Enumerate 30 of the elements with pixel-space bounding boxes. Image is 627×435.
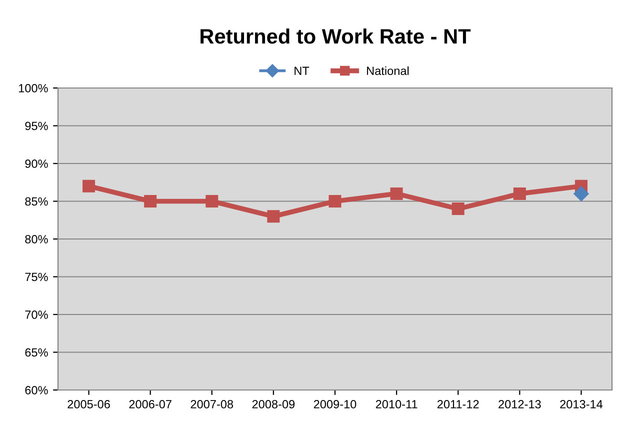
y-tick-label: 70% <box>25 310 48 319</box>
y-tick-label: 80% <box>25 235 48 244</box>
x-tick-label: 2008-09 <box>252 400 295 408</box>
chart-title: Returned to Work Rate - NT <box>200 28 471 44</box>
point <box>206 195 218 208</box>
x-tick-label: 2011-12 <box>437 400 479 408</box>
x-tick-label: 2006-07 <box>129 400 172 408</box>
y-tick-label: 65% <box>25 348 48 357</box>
point <box>390 187 403 200</box>
y-tick-label: 95% <box>25 122 48 130</box>
y-tick-label: 75% <box>25 272 48 282</box>
y-tick-label: 85% <box>25 197 48 206</box>
y-tick-label: 90% <box>25 160 48 168</box>
x-tick-label: 2009-10 <box>314 400 356 408</box>
y-tick-label: 60% <box>25 386 48 394</box>
point <box>82 180 96 192</box>
point <box>328 195 342 208</box>
point <box>452 202 464 216</box>
point <box>513 187 526 200</box>
point <box>574 186 589 202</box>
x-tick-label: 2013-14 <box>560 400 603 408</box>
point <box>267 210 280 223</box>
legend-label: NT <box>294 66 310 75</box>
legend-label: National <box>367 66 409 76</box>
x-tick-label: 2007-08 <box>190 400 234 408</box>
x-tick-label: 2012-13 <box>498 400 541 408</box>
y-tick-label: 100% <box>18 84 48 92</box>
x-tick-label: 2010-11 <box>376 400 418 408</box>
x-tick-label: 2005-06 <box>68 400 110 408</box>
point <box>144 195 157 208</box>
